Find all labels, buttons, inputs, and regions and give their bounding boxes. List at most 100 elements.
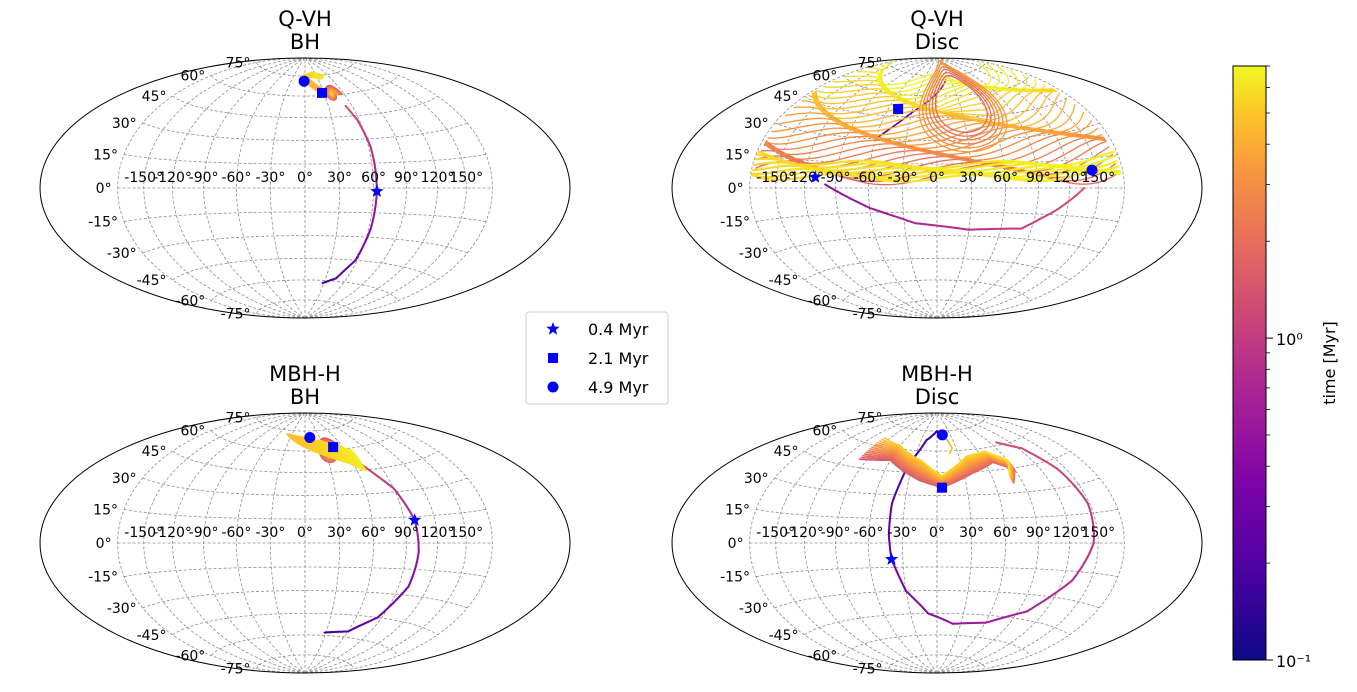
- trajectory-band: [819, 101, 825, 104]
- trajectory-band: [809, 136, 818, 140]
- trajectory-late: [910, 171, 920, 175]
- trajectory-band: [1064, 160, 1072, 165]
- trajectory-band: [908, 159, 917, 163]
- parallel-line: [804, 257, 1070, 281]
- trajectory-band: [1096, 151, 1102, 156]
- trajectory-band: [961, 159, 971, 163]
- trajectory-band: [828, 145, 837, 149]
- trajectory-ring: [946, 134, 952, 138]
- trajectory-ring: [921, 92, 925, 99]
- trajectory-band: [910, 97, 917, 100]
- trajectory-band: [1085, 140, 1092, 144]
- lat-tick-label: 45°: [142, 89, 167, 105]
- trajectory-band: [935, 109, 986, 114]
- lat-tick-label: 45°: [774, 89, 799, 105]
- lat-tick-label: 75°: [858, 55, 883, 71]
- trajectory-band: [1070, 157, 1077, 162]
- trajectory-band: [922, 148, 931, 152]
- trajectory-band: [1011, 128, 1018, 132]
- parallel-line: [256, 654, 354, 669]
- trajectory-band: [1013, 122, 1020, 125]
- trajectory-band: [916, 143, 924, 146]
- panel-title-line2: Disc: [915, 30, 960, 54]
- trajectory-ring: [922, 97, 926, 104]
- trajectory-band: [814, 129, 822, 132]
- parallel-line: [172, 257, 438, 281]
- trajectory-band: [941, 159, 950, 162]
- lat-tick-label: 15°: [93, 502, 118, 518]
- trajectory-band: [863, 120, 872, 123]
- trajectory-band: [1013, 133, 1021, 137]
- trajectory-ring: [971, 138, 977, 141]
- trajectory-ring: [969, 82, 975, 88]
- trajectory-late: [972, 165, 982, 170]
- trajectory-band: [864, 88, 871, 91]
- trajectory-ring: [985, 136, 991, 141]
- trajectory-late: [979, 168, 988, 172]
- trajectory-ring: [969, 79, 976, 84]
- trajectory-band: [1072, 146, 1078, 151]
- trajectory-late: [951, 174, 962, 178]
- lat-tick-label: -75°: [221, 662, 251, 678]
- trajectory-band: [826, 114, 832, 118]
- trajectory-band: [853, 89, 861, 92]
- trajectory-late: [1005, 168, 1015, 172]
- trajectory-ring: [954, 137, 960, 141]
- trajectory-band: [1060, 170, 1068, 174]
- trajectory-band: [977, 132, 985, 136]
- trajectory-band: [802, 152, 811, 155]
- trajectory-late: [361, 466, 366, 470]
- trajectory-ring: [955, 71, 962, 75]
- trajectory-band: [848, 90, 856, 93]
- marker-4-9-myr: [304, 432, 316, 443]
- trajectory-band: [863, 134, 871, 138]
- trajectory-band: [812, 143, 820, 146]
- trajectory-ring: [974, 149, 982, 153]
- trajectory-band: [904, 100, 911, 103]
- trajectory-band: [818, 141, 827, 145]
- trajectory-band: [1046, 142, 1054, 146]
- trajectory-ring: [977, 88, 983, 94]
- trajectory-band: [906, 128, 914, 132]
- trajectory-band: [1042, 124, 1049, 128]
- parallel-line: [142, 235, 468, 254]
- trajectory-band: [1027, 116, 1033, 121]
- trajectory-band: [946, 118, 953, 121]
- trajectory-early: [1043, 595, 1052, 602]
- trajectory-band: [869, 156, 878, 160]
- trajectory-band: [1095, 172, 1103, 176]
- trajectory-band: [1029, 142, 1036, 146]
- trajectory-band: [910, 139, 919, 142]
- lat-tick-label: -45°: [769, 273, 799, 289]
- trajectory-late: [931, 176, 941, 181]
- trajectory-band: [909, 147, 918, 149]
- trajectory-band: [999, 146, 1007, 151]
- trajectory-band: [974, 122, 982, 125]
- trajectory-band: [835, 144, 843, 148]
- trajectory-band: [882, 127, 891, 131]
- marker-2-1-myr: [893, 104, 904, 114]
- parallel-line: [211, 75, 399, 97]
- trajectory-band: [1054, 116, 1059, 121]
- trajectory-late: [869, 173, 880, 176]
- trajectory-band: [895, 156, 904, 160]
- trajectory-band: [882, 115, 890, 119]
- marker-0-4-myr: [808, 170, 822, 183]
- trajectory-late: [999, 173, 1009, 177]
- trajectory-ring: [998, 107, 1003, 114]
- trajectory-band: [1062, 120, 1068, 125]
- trajectory-band: [895, 124, 903, 128]
- trajectory-band: [893, 131, 902, 134]
- trajectory-late: [890, 170, 900, 174]
- trajectory-band: [935, 90, 975, 109]
- trajectory-band: [1039, 154, 1046, 159]
- trajectory-ring: [992, 98, 998, 105]
- trajectory-ring: [1000, 126, 1004, 132]
- trajectory-band: [1068, 140, 1075, 144]
- trajectory-band: [845, 148, 854, 152]
- trajectory-ring: [985, 146, 992, 150]
- trajectory-band: [771, 130, 779, 133]
- trajectory-band: [1050, 127, 1057, 131]
- trajectory-band: [843, 101, 851, 104]
